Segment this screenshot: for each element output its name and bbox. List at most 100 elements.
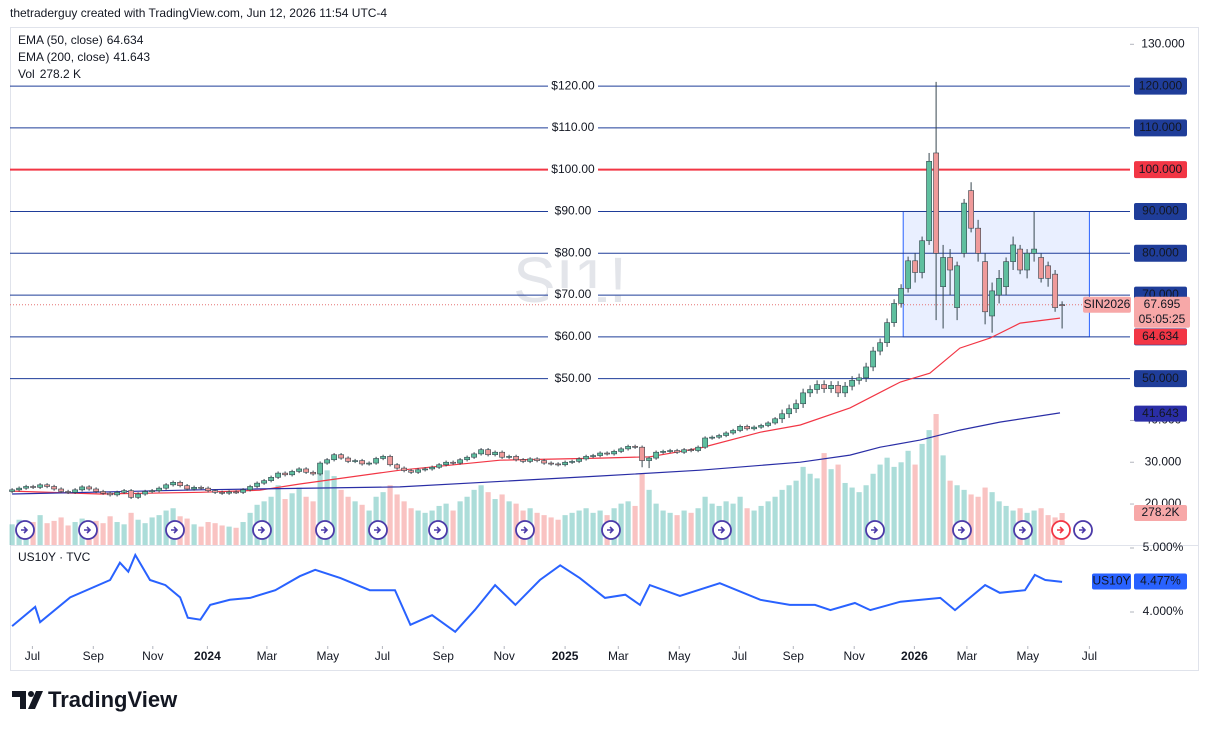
price-line-label: $100.00: [551, 162, 595, 176]
candle-body: [436, 464, 442, 468]
volume-bar: [639, 473, 645, 545]
candle-body: [380, 456, 386, 459]
candle-body: [1003, 261, 1009, 288]
candle-body: [107, 492, 113, 496]
legend-value: 64.634: [107, 33, 144, 47]
x-tick-label: May: [668, 649, 691, 663]
candle-body: [716, 435, 722, 438]
candle-body: [317, 462, 323, 475]
symbol-label-bg: [1083, 296, 1131, 313]
price-line-axis-label: 120.000: [1139, 78, 1183, 92]
candle-body: [261, 480, 267, 484]
volume-bar: [877, 464, 883, 545]
price-line-axis-label-bg: [1134, 161, 1187, 179]
volume-bar: [506, 501, 512, 545]
volume-bar: [219, 525, 225, 545]
candle-body: [562, 461, 568, 466]
candle-body: [387, 456, 393, 466]
volume-bar: [100, 523, 106, 545]
candle-body: [408, 470, 414, 473]
volume-bar: [44, 523, 50, 545]
event-icon-arrow: [718, 526, 726, 534]
candle-body: [674, 450, 680, 453]
volume-bar: [72, 522, 78, 545]
candle-body: [835, 385, 841, 394]
candle-body: [492, 451, 498, 456]
volume-bar: [569, 512, 575, 545]
volume-bar: [338, 489, 344, 545]
candle-body: [506, 456, 512, 458]
candle-body: [1052, 273, 1058, 308]
candle-body: [590, 455, 596, 457]
candle-body: [870, 350, 876, 368]
pane-title: US10Y · TVC: [18, 550, 91, 564]
legend-name: Vol: [18, 67, 35, 81]
candle-body: [814, 384, 820, 390]
countdown: 05:05:25: [1139, 312, 1186, 326]
candle-body: [919, 240, 925, 273]
x-tick-label: Sep: [83, 649, 105, 663]
volume-bar: [107, 516, 113, 545]
candle-body: [1010, 244, 1016, 262]
volume-bar: [898, 462, 904, 545]
candle-body: [856, 377, 862, 381]
candle-body: [604, 452, 610, 455]
price-line-label: $50.00: [555, 371, 592, 385]
candle-body: [940, 257, 946, 288]
candle-body: [135, 493, 141, 498]
volume-bar: [408, 508, 414, 545]
logo-text: TradingView: [48, 687, 178, 712]
volume-bar: [58, 517, 64, 545]
candle-body: [758, 425, 764, 428]
event-icon-arrow: [21, 526, 29, 534]
candle-body: [429, 466, 435, 470]
event-icon-arrow: [1019, 526, 1027, 534]
candle-body: [86, 486, 92, 490]
candle-body: [268, 476, 274, 481]
candle-body: [184, 485, 190, 490]
volume-bar: [912, 464, 918, 545]
volume-bar: [625, 501, 631, 545]
event-icon-arrow: [258, 526, 266, 534]
price-line-label-bg: [548, 288, 598, 303]
candle-body: [240, 489, 246, 493]
candle-body: [730, 430, 736, 434]
candle-body: [996, 278, 1002, 296]
candle-body: [821, 384, 827, 389]
volume-bar: [870, 473, 876, 545]
candle-body: [422, 468, 428, 471]
x-tick-label: Jul: [1082, 649, 1097, 663]
volume-bar: [198, 526, 204, 545]
volume-bar: [814, 478, 820, 545]
frame: [10, 27, 1199, 671]
x-tick-label: Nov: [494, 649, 515, 663]
candle-body: [373, 458, 379, 464]
volume-bar: [1003, 505, 1009, 545]
volume-bar: [275, 485, 281, 545]
volume-bar: [114, 522, 120, 545]
header: thetraderguy created with TradingView.co…: [10, 6, 387, 20]
candle-body: [723, 432, 729, 436]
volume-bar: [1038, 508, 1044, 545]
candle-body: [1045, 265, 1051, 279]
volume-bar: [905, 450, 911, 545]
candle-body: [149, 490, 155, 492]
candle-body: [401, 467, 407, 471]
volume-bar: [142, 523, 148, 545]
volume-bar: [1010, 510, 1016, 545]
volume-bar: [268, 496, 274, 545]
candle-body: [254, 482, 260, 487]
candle-body: [1017, 248, 1023, 271]
candle-body: [625, 446, 631, 450]
x-tick-label: Sep: [433, 649, 455, 663]
candle-body: [954, 265, 960, 308]
volume-bar: [282, 499, 288, 545]
y-tick-label: 130.000: [1141, 36, 1185, 50]
candle-body: [58, 488, 64, 492]
volume-bar: [688, 512, 694, 545]
candle-body: [1059, 304, 1065, 306]
volume-bar: [576, 510, 582, 545]
candle-body: [289, 471, 295, 476]
candle-body: [891, 303, 897, 323]
